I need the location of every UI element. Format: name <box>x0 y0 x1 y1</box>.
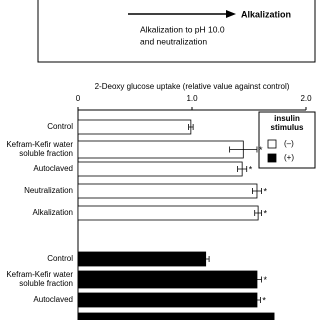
significance-mark: * <box>249 164 253 174</box>
significance-mark: * <box>262 295 266 305</box>
significance-mark: * <box>259 145 263 155</box>
error-bar <box>252 276 262 283</box>
bar <box>77 140 244 159</box>
bar <box>77 161 243 177</box>
y-tick-label: Kefram-Kefir water <box>6 140 73 149</box>
y-tick-label: soluble fraction <box>19 279 73 288</box>
arrow-label: Alkalization to pH 10.0 <box>140 24 225 34</box>
error-bar <box>254 210 262 216</box>
bar <box>77 292 258 308</box>
y-tick-label: Autoclaved <box>33 295 73 304</box>
bar <box>77 270 258 289</box>
error-bar <box>201 256 210 262</box>
arrow-end-label: Alkalization <box>241 9 291 19</box>
diagram-box <box>37 0 316 63</box>
legend-title: stimulus <box>271 123 304 132</box>
x-axis-title: 2-Deoxy glucose uptake (relative value a… <box>95 82 290 91</box>
legend-title: insulin <box>274 114 300 123</box>
arrow-label: and neutralization <box>140 36 207 46</box>
significance-mark: * <box>264 208 268 218</box>
bar <box>77 312 275 320</box>
x-tick-label: 1.0 <box>186 94 198 103</box>
legend-swatch <box>267 153 277 163</box>
error-bar <box>237 166 248 172</box>
y-tick-label: Kefram-Kefir water <box>6 270 73 279</box>
bar <box>77 205 259 221</box>
y-tick-label: Autoclaved <box>33 164 73 173</box>
bar <box>77 183 258 199</box>
legend-label: (–) <box>284 139 294 148</box>
error-bar <box>252 188 262 194</box>
x-tick-label: 0 <box>76 94 81 103</box>
error-bar <box>253 297 261 303</box>
legend-swatch <box>267 139 277 149</box>
x-tick-label: 2.0 <box>300 94 312 103</box>
significance-mark: * <box>264 186 268 196</box>
legend-label: (+) <box>284 153 294 162</box>
significance-mark: * <box>264 275 268 285</box>
y-tick-label: soluble fraction <box>19 149 73 158</box>
error-bar <box>229 146 258 153</box>
bar <box>77 119 192 135</box>
bar <box>77 251 207 267</box>
arrow-head <box>226 10 236 18</box>
y-tick-label: Neutralization <box>24 186 73 195</box>
y-tick-label: Control <box>47 122 73 131</box>
error-bar <box>188 124 194 130</box>
y-tick-label: Control <box>47 254 73 263</box>
y-tick-label: Alkalization <box>33 208 73 217</box>
